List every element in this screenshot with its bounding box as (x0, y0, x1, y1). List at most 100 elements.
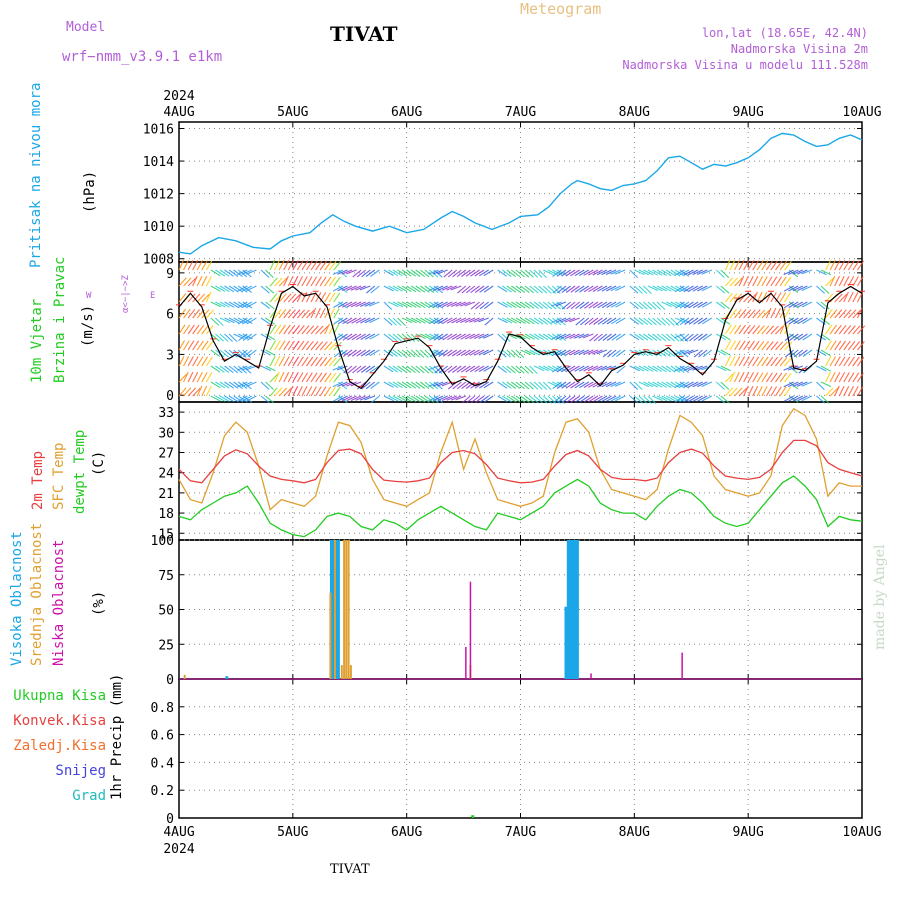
axis-labels: 4AUG 4AUG 5AUG 5AUG 6AUG 6AUG 7AUG 7AUG 8AUG 8AUG… (86, 89, 882, 857)
wind-barb (602, 317, 612, 325)
wind-barb (437, 395, 448, 402)
wind-barb (406, 317, 417, 324)
wind-barb (729, 324, 737, 335)
precip-legend-freezing: Zaledj.Kisa (13, 738, 106, 754)
wind-barb (201, 340, 209, 351)
wind-barb (775, 325, 784, 335)
wind-barb (483, 395, 494, 403)
wind-barb (210, 285, 221, 292)
wind-barb (479, 395, 489, 403)
wind-barb (446, 395, 457, 401)
wind-barb (238, 349, 248, 358)
wind-barb (360, 317, 371, 324)
wind-barb (788, 301, 799, 308)
wind-barb (788, 285, 799, 292)
cloud-bar (573, 540, 577, 679)
wind-barb (843, 291, 849, 303)
wind-barb (187, 308, 196, 319)
wind-barb (779, 357, 788, 367)
wind-barb (283, 260, 290, 271)
wind-barb (265, 317, 275, 325)
wind-barb (420, 317, 431, 324)
wind-barb (187, 324, 195, 335)
wind-barb (515, 381, 525, 390)
wind-barb (224, 365, 234, 374)
wind-barb (578, 349, 590, 356)
wind-barb (506, 269, 516, 278)
wind-barb (428, 285, 439, 292)
wind-barb (341, 381, 353, 387)
wind-barb (456, 365, 467, 373)
wind-barb (756, 340, 765, 351)
wind-barb (775, 372, 783, 383)
wind-barb (315, 356, 323, 367)
wind-barb (434, 365, 444, 374)
wind-barb (629, 317, 640, 325)
wind-barb (183, 340, 190, 351)
wind-barb (283, 293, 292, 303)
wind-barb (287, 260, 295, 271)
wind-barb (333, 301, 344, 308)
wind-barb (483, 349, 494, 356)
wind-barb (843, 372, 850, 383)
precip-y-label: 0.8 (151, 701, 174, 716)
wind-barb (584, 317, 594, 326)
wind-barb (315, 260, 323, 271)
wind-barb (825, 277, 834, 287)
wind-barb (825, 259, 832, 271)
wind-barb (520, 269, 530, 278)
wind-barb (838, 356, 846, 367)
wind-barb (734, 356, 741, 367)
wind-barb (555, 317, 567, 324)
wind-barb (697, 395, 708, 402)
wind-barb (310, 307, 317, 319)
cloud-bar (566, 540, 570, 679)
wind-barb (547, 317, 557, 326)
wind-barb (269, 259, 276, 271)
wind-barb (601, 301, 612, 309)
wind-barb (825, 356, 832, 367)
wind-barb (473, 333, 485, 340)
wind-barb (474, 285, 485, 293)
wind-barb (674, 395, 685, 403)
wind-barb (524, 269, 534, 278)
wind-barb (246, 301, 257, 308)
wind-barb (829, 260, 836, 271)
wind-barb (857, 341, 865, 351)
wind-barb (579, 269, 590, 276)
wind-barb (278, 277, 288, 287)
wind-barb (610, 395, 621, 402)
wind-barb (392, 395, 403, 402)
wind-barb (678, 349, 690, 355)
wind-barb (370, 381, 380, 390)
wind-barb (547, 333, 558, 341)
wind-barb (274, 277, 283, 287)
wind-barb (419, 365, 430, 374)
wind-barb (269, 277, 278, 287)
wind-barb (287, 324, 296, 335)
wind-barb (469, 333, 480, 340)
wind-barb (424, 381, 434, 390)
wind-barb (547, 285, 557, 294)
wind-barb (464, 317, 476, 324)
wind-barb (419, 349, 429, 358)
wind-barb (557, 395, 567, 404)
wind-barb (784, 292, 791, 303)
cloud-bar (575, 540, 579, 679)
wind-barb (634, 269, 645, 276)
wind-barb (614, 269, 626, 275)
wind-barb (675, 301, 685, 309)
pressure-y-label: 1008 (143, 253, 174, 268)
wind-barb (592, 285, 603, 292)
wind-barb (796, 269, 808, 275)
wind-barb (743, 309, 752, 319)
wind-barb (419, 269, 430, 278)
wind-barb (315, 372, 323, 383)
wind-barb (715, 285, 726, 294)
wind-barb (552, 285, 562, 294)
wind-barb (406, 285, 417, 293)
wind-barb (770, 356, 779, 367)
year-bottom: 2024 (163, 842, 194, 857)
wind-barb (274, 308, 282, 319)
wind-barb (456, 381, 467, 390)
